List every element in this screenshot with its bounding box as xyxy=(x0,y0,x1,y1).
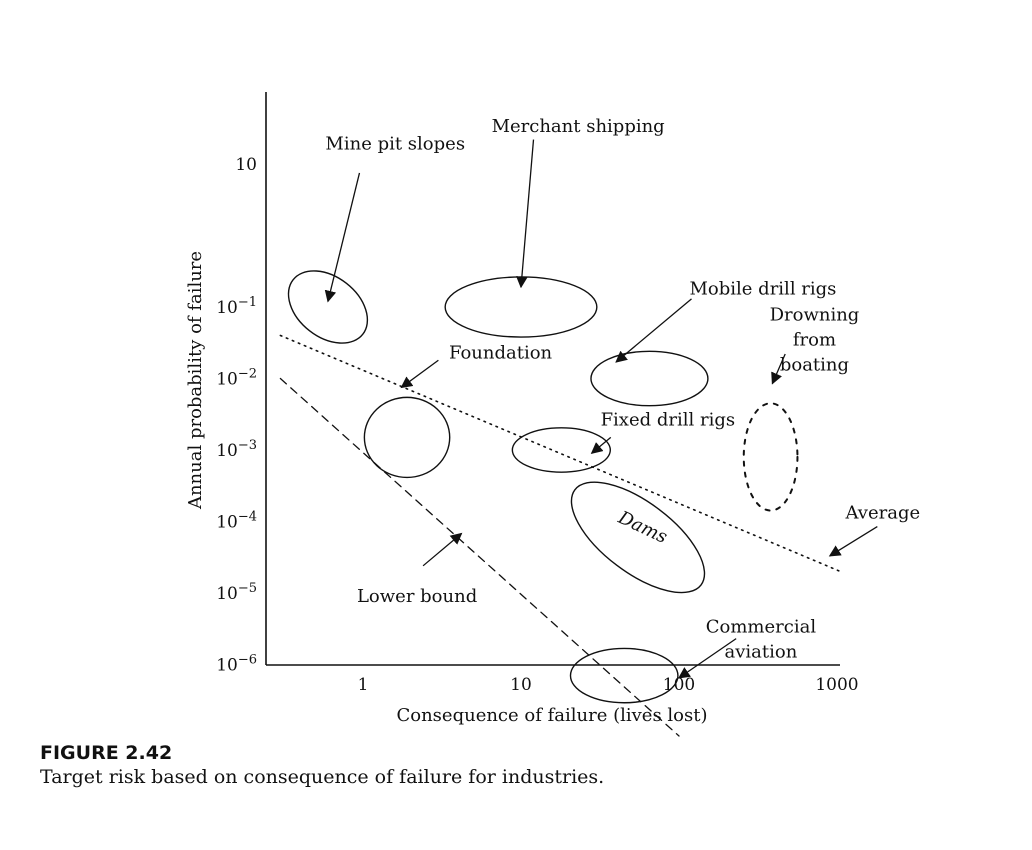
y-tick-label-3: 10−3 xyxy=(216,438,257,461)
x-tick-label-100: 100 xyxy=(663,675,695,695)
x-tick-label-1000: 1000 xyxy=(815,675,858,695)
fixed-drill-rigs-region xyxy=(511,427,612,473)
foundation-region xyxy=(363,396,451,479)
y-axis-label: Annual probability of failure xyxy=(185,251,206,510)
fixed-arrow xyxy=(590,436,612,455)
aviation-arrow xyxy=(678,638,737,679)
average-line xyxy=(279,334,842,573)
risk-chart: Mine pit slopes Merchant shipping Mobile d… xyxy=(185,92,920,737)
x-tick-label-1: 1 xyxy=(358,675,369,695)
merchant-arrow xyxy=(516,139,535,289)
mobile-label: Mobile drill rigs xyxy=(690,278,837,299)
average-arrow xyxy=(828,525,878,557)
drowning-arrow xyxy=(771,353,786,385)
x-tick-labels: 1 10 100 1000 xyxy=(358,675,859,695)
foundation-arrow xyxy=(400,359,439,389)
y-tick-label-1: 10−1 xyxy=(216,295,257,318)
y-tick-label-0: 10 xyxy=(235,155,257,175)
y-tick-label-4: 10−4 xyxy=(216,510,257,533)
aviation-label: Commercial aviation xyxy=(706,617,817,663)
reference-lines xyxy=(279,334,842,737)
dams-label: Dams xyxy=(614,507,670,548)
lower-label: Lower bound xyxy=(357,586,477,607)
annotation-arrows xyxy=(324,139,878,679)
lower-arrow xyxy=(422,532,463,567)
drowning-label: Drowning from boating xyxy=(770,304,860,375)
figure-caption: FIGURE 2.42 Target risk based on consequ… xyxy=(40,742,604,788)
x-axis-label: Consequence of failure (lives lost) xyxy=(396,705,707,726)
foundation-label: Foundation xyxy=(449,343,553,364)
y-tick-label-2: 10−2 xyxy=(216,367,257,390)
drowning-from-boating-region xyxy=(742,402,799,512)
mobile-drill-rigs-region xyxy=(590,350,709,407)
average-label: Average xyxy=(845,503,921,524)
fixed-label: Fixed drill rigs xyxy=(601,410,736,431)
y-tick-labels: 10 10−1 10−2 10−3 10−4 10−5 10−6 xyxy=(216,155,257,676)
x-tick-label-10: 10 xyxy=(510,675,532,695)
commercial-aviation-region xyxy=(569,647,679,704)
figure-number: FIGURE 2.42 xyxy=(40,742,173,764)
mine-pit-slopes-region xyxy=(287,270,369,344)
merchant-label: Merchant shipping xyxy=(492,116,665,137)
y-tick-label-6: 10−6 xyxy=(216,653,257,676)
y-tick-label-5: 10−5 xyxy=(216,581,257,604)
dams-region xyxy=(570,481,706,594)
figure-caption-text: Target risk based on consequence of fail… xyxy=(40,766,605,788)
mine-label: Mine pit slopes xyxy=(325,133,465,154)
annotations: Mine pit slopes Merchant shipping Mobile d… xyxy=(325,116,920,663)
mine-arrow xyxy=(324,172,361,303)
lower-bound-line xyxy=(279,377,680,737)
mobile-arrow xyxy=(615,298,692,363)
